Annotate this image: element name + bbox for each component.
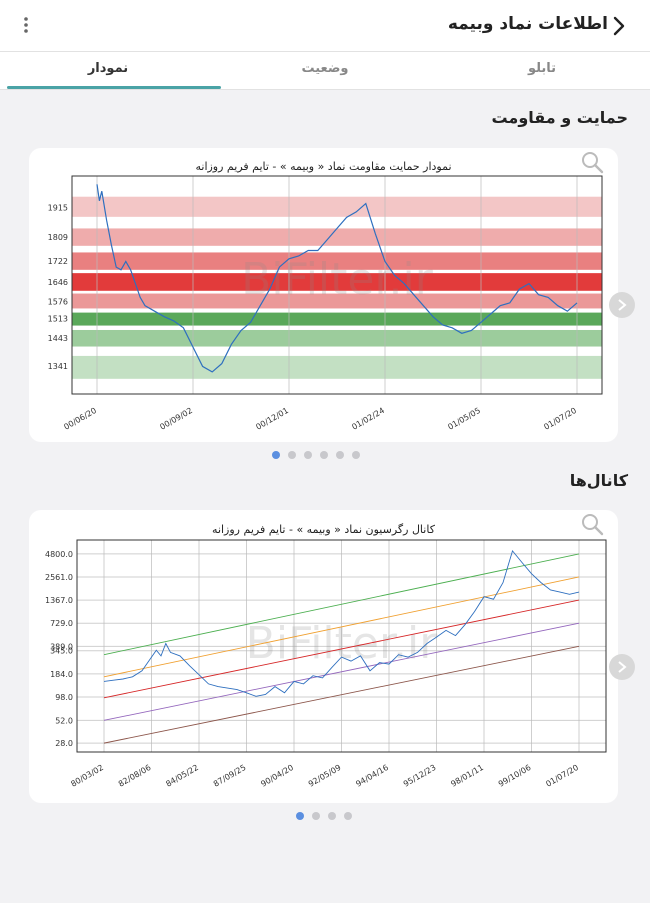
x-tick-label: 98/01/11 bbox=[449, 763, 485, 789]
y-tick-label: 1915 bbox=[48, 204, 68, 213]
plot-frame bbox=[71, 175, 603, 395]
x-tick-label: 01/07/20 bbox=[542, 406, 578, 432]
x-tick-label: 01/02/24 bbox=[350, 406, 386, 432]
page-title: اطلاعات نماد وبیمه bbox=[447, 14, 608, 34]
support-resistance-band bbox=[72, 273, 602, 291]
regression-channel-card: کانال رگرسیون نماد « وبیمه » - تایم فریم… bbox=[29, 510, 618, 803]
regression-channel-line bbox=[103, 576, 580, 678]
support-resistance-band bbox=[72, 293, 602, 309]
x-tick-label: 92/05/09 bbox=[307, 763, 343, 789]
tab-tablo[interactable]: تابلو bbox=[527, 61, 557, 76]
x-tick-label: 00/06/20 bbox=[62, 406, 98, 432]
tab-chart[interactable]: نمودار bbox=[87, 61, 129, 76]
y-tick-label: 1722 bbox=[48, 257, 68, 266]
regression-channel-line bbox=[103, 553, 580, 656]
zoom-icon[interactable] bbox=[580, 512, 604, 536]
x-tick-label: 01/05/05 bbox=[446, 406, 482, 432]
tab-status[interactable]: وضعیت bbox=[301, 61, 349, 76]
x-tick-label: 80/03/02 bbox=[69, 763, 105, 789]
pagination-dot[interactable] bbox=[352, 451, 360, 459]
price-series-line bbox=[96, 184, 578, 373]
x-tick-label: 00/12/01 bbox=[254, 406, 290, 432]
pagination-dot[interactable] bbox=[328, 812, 336, 820]
watermark: BiFilter.ir bbox=[241, 254, 434, 305]
x-tick-label: 00/09/02 bbox=[158, 406, 194, 432]
support-resistance-card: نمودار حمایت مقاومت نماد « وبیمه » - تای… bbox=[29, 148, 618, 442]
chevron-right-icon[interactable] bbox=[610, 15, 628, 37]
chart-title: کانال رگرسیون نماد « وبیمه » - تایم فریم… bbox=[212, 523, 436, 536]
pagination-dot[interactable] bbox=[344, 812, 352, 820]
y-tick-label: 1646 bbox=[48, 278, 68, 287]
regression-channel-chart: کانال رگرسیون نماد « وبیمه » - تایم فریم… bbox=[45, 523, 607, 789]
pagination-dot[interactable] bbox=[312, 812, 320, 820]
y-tick-label: 98.0 bbox=[55, 693, 73, 702]
y-tick-label: 2561.0 bbox=[45, 573, 73, 582]
y-tick-label: 1513 bbox=[48, 315, 68, 324]
y-tick-label: 1367.0 bbox=[45, 596, 73, 605]
support-resistance-band bbox=[72, 252, 602, 270]
next-chart-button[interactable] bbox=[609, 292, 635, 318]
zoom-icon[interactable] bbox=[580, 150, 604, 174]
watermark: BiFilter.ir bbox=[246, 618, 439, 669]
support-resistance-band bbox=[72, 228, 602, 246]
support-resistance-band bbox=[72, 196, 602, 217]
y-tick-label: 184.0 bbox=[50, 670, 73, 679]
x-tick-label: 84/05/22 bbox=[164, 763, 200, 789]
section-title-channels: کانال‌ها bbox=[569, 471, 628, 490]
active-tab-indicator bbox=[7, 86, 221, 89]
y-tick-label: 389.0 bbox=[50, 642, 73, 651]
x-tick-label: 87/09/25 bbox=[212, 763, 248, 789]
x-tick-label: 01/07/20 bbox=[544, 763, 580, 789]
chevron-right-icon bbox=[618, 299, 627, 311]
regression-channel-line bbox=[103, 645, 580, 744]
plot-frame bbox=[76, 539, 607, 753]
y-tick-label: 1576 bbox=[48, 297, 68, 306]
next-chart-button[interactable] bbox=[609, 654, 635, 680]
pagination-dots bbox=[272, 451, 382, 461]
pagination-dots bbox=[296, 812, 356, 822]
pagination-dot[interactable] bbox=[304, 451, 312, 459]
regression-channel-line bbox=[103, 622, 580, 721]
y-tick-label: 345.0 bbox=[50, 647, 73, 656]
section-title-support: حمایت و مقاومت bbox=[491, 108, 628, 127]
pagination-dot[interactable] bbox=[336, 451, 344, 459]
pagination-dot[interactable] bbox=[272, 451, 280, 459]
x-tick-label: 90/04/20 bbox=[259, 763, 295, 789]
pagination-dot[interactable] bbox=[288, 451, 296, 459]
y-tick-label: 52.0 bbox=[55, 716, 73, 725]
y-tick-label: 4800.0 bbox=[45, 550, 73, 559]
chevron-right-icon bbox=[618, 661, 627, 673]
x-tick-label: 94/04/16 bbox=[354, 763, 390, 789]
app-header: اطلاعات نماد وبیمه bbox=[0, 0, 650, 52]
y-tick-label: 28.0 bbox=[55, 739, 73, 748]
pagination-dot[interactable] bbox=[296, 812, 304, 820]
regression-channel-line bbox=[103, 599, 580, 699]
pagination-dot[interactable] bbox=[320, 451, 328, 459]
y-tick-label: 1809 bbox=[48, 233, 68, 242]
tab-bar: تابلو وضعیت نمودار bbox=[0, 52, 650, 90]
x-tick-label: 82/08/06 bbox=[117, 763, 153, 789]
more-vertical-icon[interactable] bbox=[18, 14, 34, 36]
support-resistance-chart: نمودار حمایت مقاومت نماد « وبیمه » - تای… bbox=[48, 160, 603, 432]
y-tick-label: 1443 bbox=[48, 334, 68, 343]
y-tick-label: 729.0 bbox=[50, 619, 73, 628]
support-resistance-band bbox=[72, 312, 602, 326]
chart-title: نمودار حمایت مقاومت نماد « وبیمه » - تای… bbox=[195, 160, 451, 173]
support-resistance-band bbox=[72, 329, 602, 347]
x-tick-label: 95/12/23 bbox=[402, 763, 438, 789]
y-tick-label: 1341 bbox=[48, 362, 68, 371]
price-series-line bbox=[103, 549, 580, 697]
x-tick-label: 99/10/06 bbox=[497, 763, 533, 789]
support-resistance-band bbox=[72, 355, 602, 379]
